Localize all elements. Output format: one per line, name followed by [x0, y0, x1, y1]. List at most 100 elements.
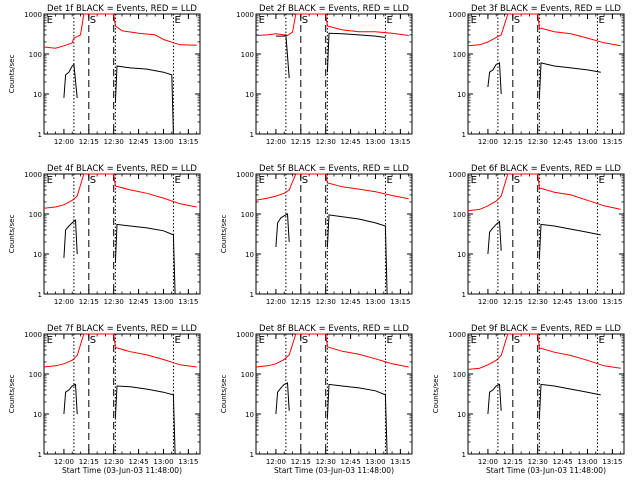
y-tick-label: 100 — [29, 371, 42, 379]
x-tick-label: 12:30 — [104, 138, 124, 146]
marker-label: S — [514, 175, 520, 186]
lld-line — [43, 173, 197, 209]
x-tick-label: 12:00 — [266, 458, 286, 466]
x-axis-label: Start Time (03-Jun-03 11:48:00) — [486, 466, 606, 475]
x-tick-label: 13:00 — [577, 138, 597, 146]
x-tick-label: 12:45 — [129, 138, 149, 146]
chart-panel-7: Det 7f BLACK = Events, RED = LLD 1 10 100 10… — [8, 324, 201, 475]
y-tick-label: 1 — [250, 291, 254, 299]
y-tick-label: 100 — [241, 211, 254, 219]
x-tick-label: 12:30 — [528, 298, 548, 306]
marker-label: E — [471, 175, 477, 186]
events-line — [114, 65, 174, 135]
plot-frame — [467, 173, 625, 295]
y-tick-label: 1000 — [236, 11, 254, 19]
y-tick-label: 10 — [457, 411, 466, 419]
x-tick-label: 12:30 — [528, 458, 548, 466]
y-tick-label: 1 — [250, 451, 254, 459]
y-tick-label: 100 — [29, 51, 42, 59]
chart-panel-2: Det 2f BLACK = Events, RED = LLD 1 10 100 10… — [236, 4, 413, 146]
x-tick-label: 13:15 — [178, 298, 198, 306]
marker-label: E — [47, 335, 53, 346]
x-tick-label: 13:00 — [577, 298, 597, 306]
y-axis-label: Counts/sec — [8, 55, 16, 94]
events-line — [326, 383, 388, 455]
chart-title: Det 6f BLACK = Events, RED = LLD — [471, 164, 621, 174]
lld-line — [467, 333, 621, 370]
events-line — [63, 219, 78, 258]
y-tick-label: 10 — [33, 411, 42, 419]
x-tick-label: 12:45 — [341, 298, 361, 306]
marker-label: E — [174, 15, 180, 26]
x-tick-label: 12:45 — [553, 138, 573, 146]
lld-line — [43, 333, 197, 368]
marker-label: S — [302, 335, 308, 346]
events-line — [63, 63, 78, 98]
y-tick-label: 10 — [245, 411, 254, 419]
marker-label: E — [259, 335, 265, 346]
chart-title: Det 7f BLACK = Events, RED = LLD — [47, 324, 197, 334]
x-tick-label: 13:15 — [178, 458, 198, 466]
chart-title: Det 2f BLACK = Events, RED = LLD — [259, 4, 409, 14]
x-tick-label: 13:15 — [390, 298, 410, 306]
y-tick-label: 1000 — [236, 171, 254, 179]
x-tick-label: 13:00 — [153, 298, 173, 306]
marker-label: E — [598, 175, 604, 186]
marker-label: S — [90, 335, 96, 346]
y-tick-label: 10 — [457, 251, 466, 259]
plot-frame — [467, 333, 625, 455]
lld-line — [467, 13, 621, 47]
x-tick-label: 12:45 — [129, 458, 149, 466]
marker-label: E — [471, 335, 477, 346]
events-line — [487, 383, 502, 415]
events-line — [538, 223, 601, 258]
marker-label: S — [302, 175, 308, 186]
events-line — [538, 62, 601, 98]
x-tick-label: 12:45 — [553, 458, 573, 466]
events-line — [326, 32, 386, 73]
y-tick-label: 1000 — [236, 331, 254, 339]
y-tick-label: 10 — [33, 251, 42, 259]
lld-line — [255, 333, 409, 368]
y-tick-label: 1 — [38, 451, 42, 459]
x-tick-label: 12:15 — [503, 458, 523, 466]
chart-title: Det 5f BLACK = Events, RED = LLD — [259, 164, 409, 174]
y-tick-label: 1000 — [448, 331, 466, 339]
marker-label: E — [386, 175, 392, 186]
lld-line — [255, 13, 409, 37]
x-axis-label: Start Time (03-Jun-03 11:48:00) — [62, 466, 182, 475]
x-tick-label: 12:15 — [79, 458, 99, 466]
y-tick-label: 1 — [38, 131, 42, 139]
y-axis-label: Counts/sec — [432, 375, 440, 414]
x-axis-label: Start Time (03-Jun-03 11:48:00) — [274, 466, 394, 475]
chart-panel-9: Det 9f BLACK = Events, RED = LLD 1 10 100 10… — [432, 324, 625, 475]
x-tick-label: 12:15 — [291, 458, 311, 466]
marker-label: E — [174, 175, 180, 186]
x-tick-label: 12:15 — [79, 298, 99, 306]
x-tick-label: 12:45 — [129, 298, 149, 306]
events-line — [63, 383, 78, 415]
chart-panel-5: Det 5f BLACK = Events, RED = LLD 1 10 100 10… — [220, 164, 413, 306]
x-tick-label: 12:00 — [54, 298, 74, 306]
x-tick-label: 12:00 — [478, 298, 498, 306]
plot-frame — [467, 13, 625, 135]
plot-frame — [255, 173, 413, 295]
x-tick-label: 12:00 — [266, 298, 286, 306]
y-tick-label: 10 — [245, 91, 254, 99]
plot-frame — [43, 173, 201, 295]
events-line — [487, 62, 502, 95]
chart-panel-8: Det 8f BLACK = Events, RED = LLD 1 10 100 10… — [220, 324, 413, 475]
marker-label: E — [386, 15, 392, 26]
x-tick-label: 12:00 — [478, 138, 498, 146]
y-tick-label: 100 — [453, 371, 466, 379]
events-line — [275, 213, 290, 248]
marker-label: E — [47, 15, 53, 26]
events-line — [114, 385, 176, 455]
marker-label: E — [259, 175, 265, 186]
x-tick-label: 12:00 — [54, 138, 74, 146]
x-tick-label: 13:00 — [153, 138, 173, 146]
chart-panel-6: Det 6f BLACK = Events, RED = LLD 1 10 100 10… — [448, 164, 625, 306]
x-tick-label: 13:15 — [390, 458, 410, 466]
events-line — [487, 220, 502, 255]
y-tick-label: 1000 — [24, 171, 42, 179]
